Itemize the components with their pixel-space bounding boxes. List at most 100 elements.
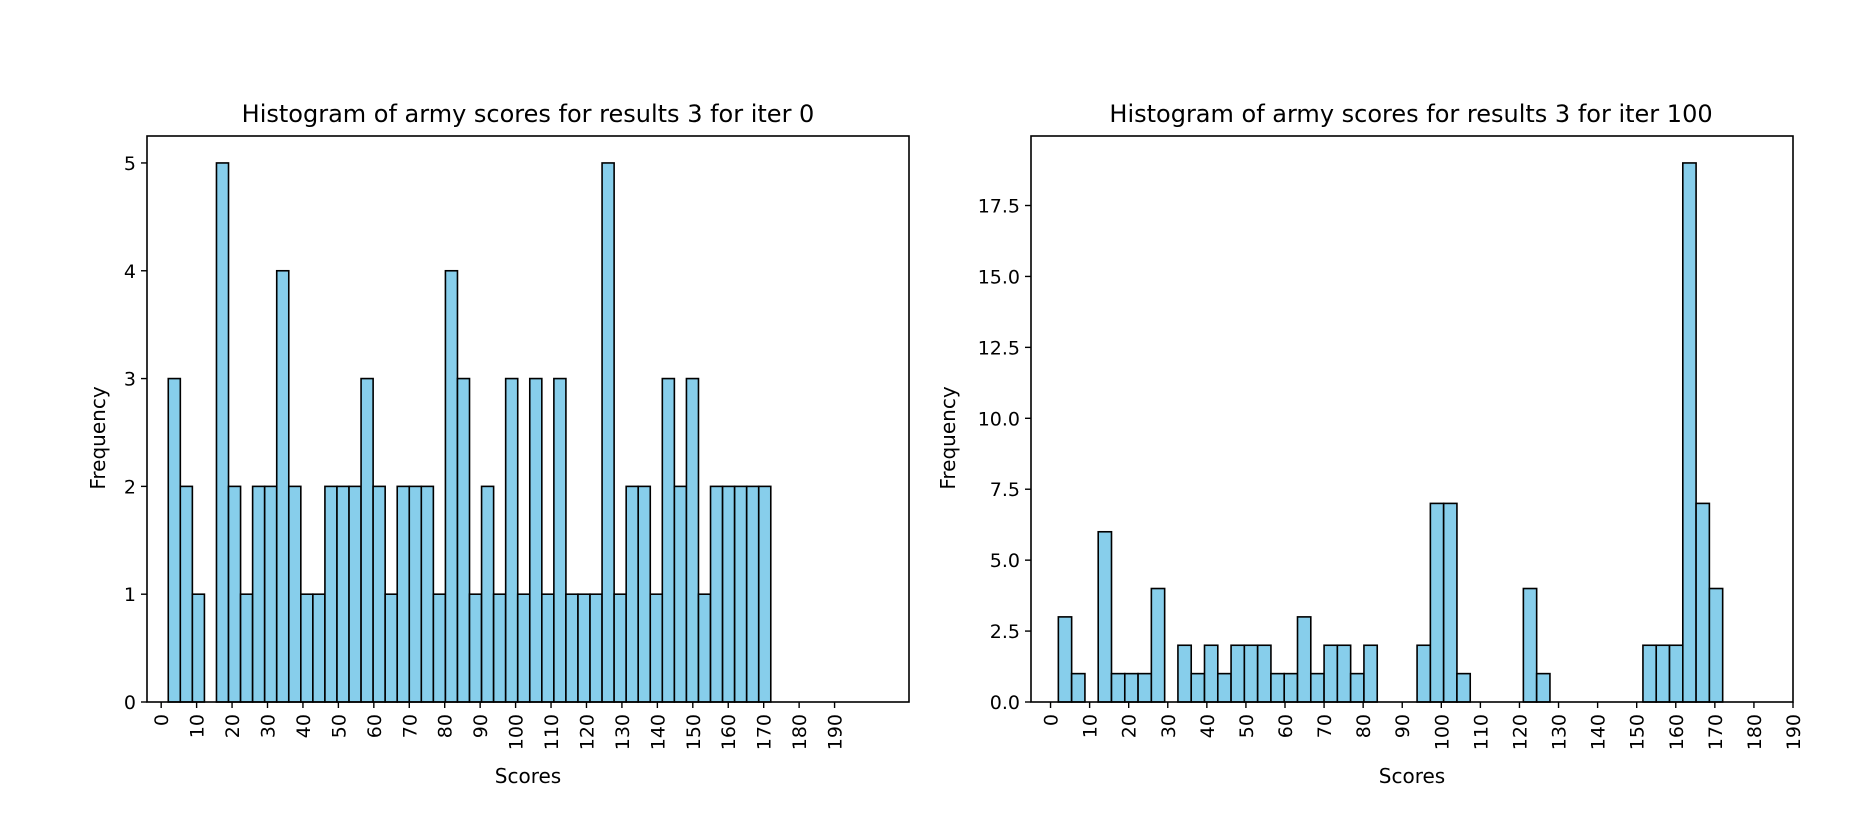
bar-30	[528, 377, 543, 703]
bar-11	[1203, 644, 1219, 703]
x-axis-label: Scores	[1379, 764, 1445, 788]
y-axis-label: Frequency	[86, 386, 110, 489]
bar-18	[384, 593, 399, 703]
histogram-iter-0: Histogram of army scores for results 3 f…	[86, 100, 910, 788]
bar-29	[516, 593, 531, 703]
bar-26	[480, 485, 495, 703]
x-tick-label: 190	[825, 714, 847, 750]
x-tick-label: 90	[1392, 714, 1414, 738]
x-tick-label: 90	[470, 714, 492, 738]
bar-9	[1177, 644, 1193, 703]
bar-43	[685, 377, 700, 703]
bar-23	[444, 269, 459, 703]
x-tick-label: 150	[683, 714, 705, 750]
x-tick-label: 130	[1549, 714, 1571, 750]
bar-35	[589, 593, 603, 703]
x-tick-label: 180	[789, 714, 811, 750]
bar-46	[721, 485, 736, 703]
bar-30	[1456, 672, 1472, 703]
bar-20	[408, 485, 423, 703]
x-tick-label: 60	[1275, 714, 1297, 738]
bar-18	[1296, 616, 1312, 703]
x-tick-label: 170	[1705, 714, 1727, 750]
histogram-iter-100: Histogram of army scores for results 3 f…	[936, 100, 1805, 788]
x-tick-label: 40	[293, 714, 315, 738]
bar-38	[625, 485, 640, 703]
y-tick-label: 4	[124, 261, 136, 283]
bar-47	[733, 485, 748, 703]
x-tick-label: 50	[1236, 714, 1258, 738]
x-tick-label: 150	[1627, 714, 1649, 750]
bar-0	[1057, 616, 1073, 703]
y-tick-label: 0.0	[990, 692, 1020, 714]
y-tick-label: 5.0	[990, 550, 1020, 572]
x-axis-ticks: 0 10 20 30 40 50 60 70 80 90 100 110 120 130 140 150 160…	[151, 702, 847, 750]
y-tick-label: 15.0	[978, 266, 1020, 288]
bar-36	[601, 162, 615, 703]
bar-34	[577, 593, 591, 703]
bar-45	[1655, 644, 1671, 703]
bar-22	[1349, 672, 1365, 703]
bar-15	[348, 485, 362, 703]
x-tick-label: 140	[1588, 714, 1610, 750]
bar-5	[227, 485, 242, 703]
bar-28	[504, 377, 519, 703]
bar-7	[251, 485, 266, 703]
bar-14	[1243, 644, 1259, 703]
y-tick-label: 1	[124, 584, 136, 606]
bar-23	[1363, 644, 1379, 703]
bar-6	[1137, 672, 1153, 703]
x-tick-label: 110	[541, 714, 563, 750]
x-tick-label: 140	[647, 714, 669, 750]
bar-31	[541, 593, 555, 703]
bar-40	[649, 593, 664, 703]
y-tick-label: 3	[124, 369, 136, 391]
y-axis-ticks: 0.0 2.5 5.0 7.5 10.0 12.5 15.0 17.5	[978, 196, 1031, 714]
axes-frame	[146, 135, 910, 703]
bar-28	[1429, 502, 1445, 703]
y-tick-label: 10.0	[978, 408, 1020, 430]
y-tick-label: 5	[124, 153, 136, 175]
axes-frame	[1030, 135, 1794, 703]
x-tick-label: 70	[399, 714, 421, 738]
x-tick-label: 80	[435, 714, 457, 738]
bar-44	[697, 593, 712, 703]
bar-0	[167, 377, 182, 703]
bar-13	[324, 485, 338, 703]
bar-36	[1535, 672, 1551, 703]
bars	[1057, 162, 1724, 703]
bar-32	[553, 377, 567, 703]
bar-16	[360, 377, 374, 703]
bars	[167, 162, 772, 703]
x-tick-label: 0	[151, 714, 173, 726]
bar-49	[1708, 587, 1724, 703]
bar-22	[432, 593, 447, 703]
x-tick-label: 0	[1041, 714, 1063, 726]
x-tick-label: 110	[1470, 714, 1492, 750]
bar-25	[468, 593, 483, 703]
y-tick-label: 2.5	[990, 621, 1020, 643]
bar-14	[336, 485, 350, 703]
y-tick-label: 7.5	[990, 479, 1020, 501]
bar-12	[1216, 672, 1232, 703]
x-axis-label: Scores	[495, 764, 561, 788]
bar-8	[263, 485, 278, 703]
bar-21	[420, 485, 435, 703]
x-tick-label: 20	[1119, 714, 1141, 738]
bar-48	[745, 485, 760, 703]
bar-19	[1309, 672, 1325, 703]
bar-10	[1190, 672, 1206, 703]
bar-41	[661, 377, 676, 703]
x-tick-label: 180	[1744, 714, 1766, 750]
bar-16	[1270, 672, 1286, 703]
bar-27	[492, 593, 507, 703]
bar-4	[215, 162, 230, 703]
bar-46	[1668, 644, 1684, 703]
bar-9	[275, 269, 290, 703]
x-tick-label: 80	[1353, 714, 1375, 738]
bar-49	[757, 485, 772, 703]
bar-17	[372, 485, 386, 703]
x-tick-label: 30	[258, 714, 280, 738]
x-tick-label: 160	[718, 714, 740, 750]
